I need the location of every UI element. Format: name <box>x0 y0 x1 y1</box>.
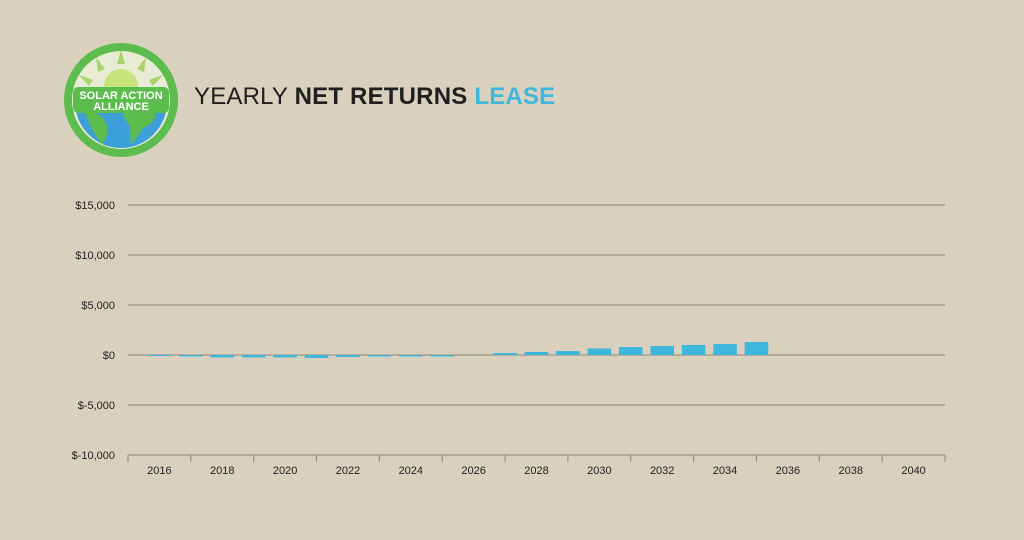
bar-2018 <box>210 355 235 358</box>
y-tick-label: $-10,000 <box>72 450 115 462</box>
y-tick-label: $15,000 <box>75 200 115 212</box>
bar-2027 <box>493 353 517 355</box>
bar-2029 <box>556 351 580 355</box>
logo-line2: ALLIANCE <box>93 101 149 113</box>
x-tick-label: 2026 <box>461 465 485 477</box>
x-tick-label: 2020 <box>273 465 297 477</box>
x-tick-label: 2028 <box>524 465 548 477</box>
bar-2025 <box>430 355 455 357</box>
title-part2: NET RETURNS <box>294 83 468 110</box>
bar-2030 <box>587 348 612 355</box>
y-tick-label: $0 <box>103 350 115 362</box>
bar-2034 <box>713 344 737 355</box>
y-tick-label: $10,000 <box>75 250 115 262</box>
x-tick-label: 2024 <box>399 465 423 477</box>
x-tick-label: 2038 <box>838 465 862 477</box>
bar-2024 <box>399 355 423 357</box>
x-tick-label: 2040 <box>901 465 925 477</box>
x-tick-label: 2022 <box>336 465 360 477</box>
title-part3: LEASE <box>474 83 556 110</box>
bar-2033 <box>681 345 706 355</box>
bar-2019 <box>241 355 266 358</box>
x-tick-label: 2034 <box>713 465 737 477</box>
page-title: YEARLY NET RETURNS LEASE <box>194 83 555 111</box>
x-tick-label: 2030 <box>587 465 611 477</box>
x-tick-label: 2032 <box>650 465 674 477</box>
y-tick-label: $-5,000 <box>78 400 115 412</box>
y-tick-label: $5,000 <box>81 300 115 312</box>
x-tick-label: 2018 <box>210 465 234 477</box>
bar-2031 <box>618 347 643 355</box>
title-part1: YEARLY <box>194 83 288 110</box>
bar-2020 <box>273 355 297 358</box>
bar-2023 <box>367 355 392 357</box>
x-tick-label: 2016 <box>147 465 171 477</box>
bar-2021 <box>304 355 329 358</box>
bar-2028 <box>524 352 549 355</box>
logo-line1: SOLAR ACTION <box>79 90 162 102</box>
bar-2016 <box>147 355 172 356</box>
x-tick-label: 2036 <box>776 465 800 477</box>
bar-2022 <box>336 355 360 357</box>
bar-2035 <box>744 342 769 355</box>
solar-action-alliance-logo: SOLAR ACTION ALLIANCE <box>64 43 178 157</box>
bar-2017 <box>179 355 203 357</box>
bar-2032 <box>650 346 674 355</box>
